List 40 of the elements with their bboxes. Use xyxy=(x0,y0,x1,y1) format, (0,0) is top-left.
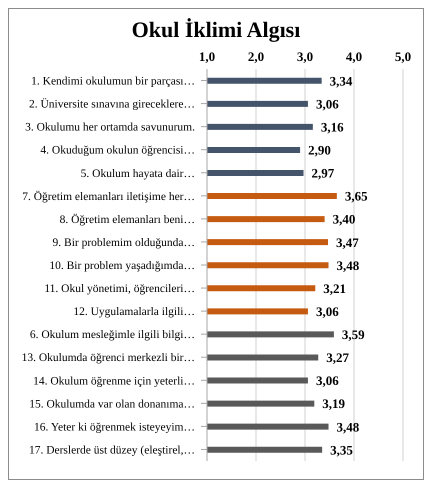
x-tick-label: 3,0 xyxy=(296,49,314,64)
y-tick-label: 14. Okulum öğrenme için yeterli… xyxy=(33,375,195,388)
data-label: 3,21 xyxy=(323,280,346,296)
data-label: 3,06 xyxy=(316,96,340,112)
y-tick-label: 9. Bir problemim olduğunda… xyxy=(52,236,195,249)
data-label: 3,47 xyxy=(336,234,360,250)
data-label: 2,97 xyxy=(312,166,335,181)
y-tick-label: 8. Öğretim elemanları beni… xyxy=(60,212,195,226)
y-tick-label: 10. Bir problem yaşadığımda… xyxy=(49,260,195,272)
data-label: 3,06 xyxy=(316,373,340,388)
x-tick-label: 1,0 xyxy=(198,49,216,64)
y-tick-label: 6. Okulum mesleğimle ilgili bilgi… xyxy=(30,329,195,342)
y-tick-label: 11. Okul yönetimi, öğrencileri… xyxy=(44,283,195,296)
data-label: 3,34 xyxy=(330,73,353,88)
x-tick-label: 5,0 xyxy=(394,49,412,64)
data-label: 3,35 xyxy=(330,442,354,458)
y-tick-label: 15. Okulumda var olan donanıma… xyxy=(29,398,195,410)
y-tick-label: 4. Okuduğum okulun öğrencisi… xyxy=(40,144,195,157)
y-tick-label: 1. Kendimi okulumun bir parçası… xyxy=(31,76,195,88)
y-tick-label: 5. Okulum hayata dair… xyxy=(80,168,195,180)
data-label: 3,06 xyxy=(316,304,340,319)
data-label: 3,40 xyxy=(332,212,356,227)
x-tick-label: 4,0 xyxy=(346,49,362,64)
data-label: 3,27 xyxy=(326,350,350,366)
y-tick-label: 7. Öğretim elemanları iletişime her… xyxy=(22,190,195,203)
data-label: 3,19 xyxy=(322,396,346,412)
y-tick-label: 2. Üniversite sınavına gireceklere… xyxy=(28,98,195,111)
data-label: 3,48 xyxy=(336,419,360,434)
data-label: 3,48 xyxy=(336,258,360,273)
data-label: 3,16 xyxy=(320,119,344,134)
data-label: 3,59 xyxy=(342,327,366,342)
y-tick-label: 13. Okulumda öğrenci merkezli bir… xyxy=(22,352,195,364)
chart-title: Okul İklimi Algısı xyxy=(130,16,302,43)
x-tick-label: 2,0 xyxy=(248,49,264,64)
y-tick-label: 17. Derslerde üst düzey (eleştirel,… xyxy=(28,444,195,456)
data-label: 2,90 xyxy=(308,142,331,158)
data-label: 3,65 xyxy=(344,188,368,204)
y-tick-label: 12. Uygulamalarla ilgili… xyxy=(73,306,195,318)
y-tick-label: 16. Yeter ki öğrenmek isteyeyim… xyxy=(34,421,195,434)
y-tick-label: 3. Okulumu her ortamda savunurum. xyxy=(25,122,196,134)
